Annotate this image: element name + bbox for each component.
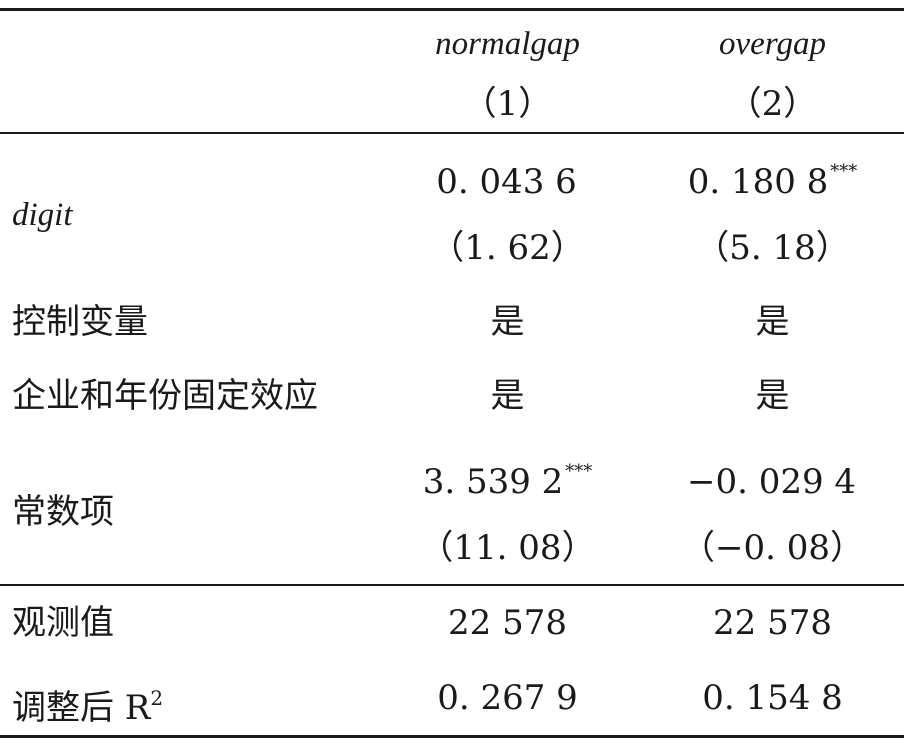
row-label-fixed-effects: 企业和年份固定效应	[12, 376, 318, 416]
row-label-adj-r2: 调整后 R2	[12, 678, 163, 728]
top-rule	[0, 8, 904, 11]
body-rule	[0, 584, 904, 586]
row-label-observations: 观测值	[12, 603, 114, 643]
row-label-digit: digit	[12, 197, 73, 233]
adj-r2-col2: 0. 154 8	[702, 678, 843, 718]
digit-col2-coef: 0. 180 8 ***	[645, 152, 900, 202]
row-label-constant: 常数项	[12, 492, 114, 532]
constant-col2-value: −0. 029 4	[686, 462, 857, 502]
bottom-rule	[0, 735, 904, 738]
adj-r2-superscript: 2	[150, 686, 164, 710]
constant-col1-stars: ***	[565, 461, 593, 482]
digit-col2-value: 0. 180 8	[687, 162, 829, 202]
fixed-effects-col2: 是	[755, 376, 790, 416]
adj-r2-label-text: 调整后 R	[12, 688, 151, 728]
constant-col1-coef: 3. 539 2 ***	[380, 452, 635, 502]
digit-col2-tstat: （5. 18）	[695, 228, 850, 268]
digit-col1-coef: 0. 043 6	[380, 152, 635, 202]
controls-col2: 是	[755, 302, 790, 342]
digit-col1-tstat: （1. 62）	[430, 228, 585, 268]
adj-r2-col1: 0. 267 9	[437, 678, 578, 718]
header-col2-name: overgap	[719, 26, 826, 62]
digit-col1-value: 0. 043 6	[436, 162, 577, 202]
row-label-controls: 控制变量	[12, 302, 148, 342]
constant-col2-tstat: （−0. 08）	[681, 528, 864, 568]
constant-col1-tstat: （11. 08）	[419, 528, 596, 568]
header-col2-number: （2）	[727, 84, 818, 124]
observations-col2: 22 578	[713, 603, 832, 643]
observations-col1: 22 578	[448, 603, 567, 643]
constant-col2-coef: −0. 029 4	[645, 452, 900, 502]
fixed-effects-col1: 是	[490, 376, 525, 416]
header-rule	[0, 132, 904, 134]
header-col1-name: normalgap	[435, 26, 580, 62]
digit-col2-stars: ***	[830, 161, 858, 182]
controls-col1: 是	[490, 302, 525, 342]
header-col1-number: （1）	[462, 84, 553, 124]
constant-col1-value: 3. 539 2	[422, 462, 564, 502]
